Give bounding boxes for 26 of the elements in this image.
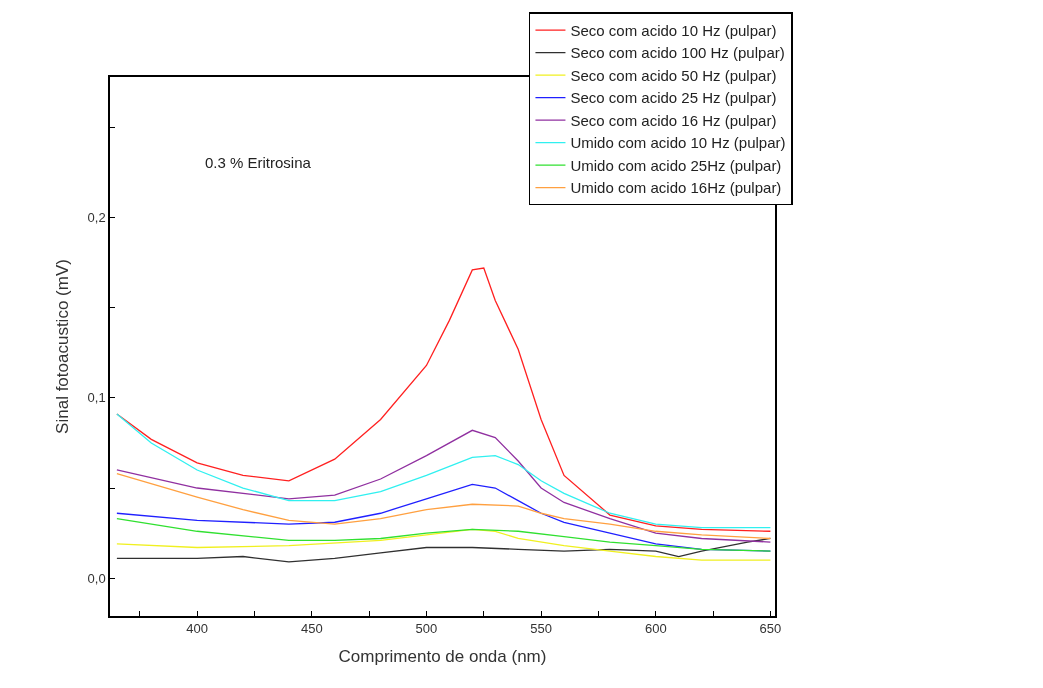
line-series xyxy=(116,472,772,540)
legend-label: Seco com acido 10 Hz (pulpar) xyxy=(570,21,777,39)
legend-label: Seco com acido 100 Hz (pulpar) xyxy=(570,44,785,62)
x-axis-title: Comprimento de onda (nm) xyxy=(338,647,547,667)
y-tick-label: 0,2 xyxy=(87,210,106,226)
line-series xyxy=(116,528,772,561)
legend-label: Umido com acido 10 Hz (pulpar) xyxy=(570,134,786,152)
legend-label: Seco com acido 50 Hz (pulpar) xyxy=(570,66,777,84)
y-tick-label: 0,1 xyxy=(87,390,106,406)
y-tick-label: 0,0 xyxy=(87,570,106,586)
y-axis-title: Sinal fotoacustico (mV) xyxy=(52,259,72,434)
legend-label: Umido com acido 25Hz (pulpar) xyxy=(570,156,782,174)
x-tick-label: 400 xyxy=(186,621,208,637)
legend-label: Seco com acido 25 Hz (pulpar) xyxy=(570,89,777,107)
line-series xyxy=(116,518,772,552)
x-tick-label: 650 xyxy=(759,621,782,637)
line-series xyxy=(116,413,772,529)
x-tick-label: 550 xyxy=(530,621,552,637)
x-tick-label: 450 xyxy=(300,621,323,637)
legend-label: Umido com acido 16Hz (pulpar) xyxy=(570,179,782,197)
x-tick-label: 500 xyxy=(415,621,438,637)
line-series xyxy=(116,267,772,532)
x-tick-label: 600 xyxy=(644,621,667,637)
legend-label: Seco com acido 16 Hz (pulpar) xyxy=(570,111,777,129)
line-series xyxy=(116,429,772,543)
annotation: 0.3 % Eritrosina xyxy=(205,154,312,171)
